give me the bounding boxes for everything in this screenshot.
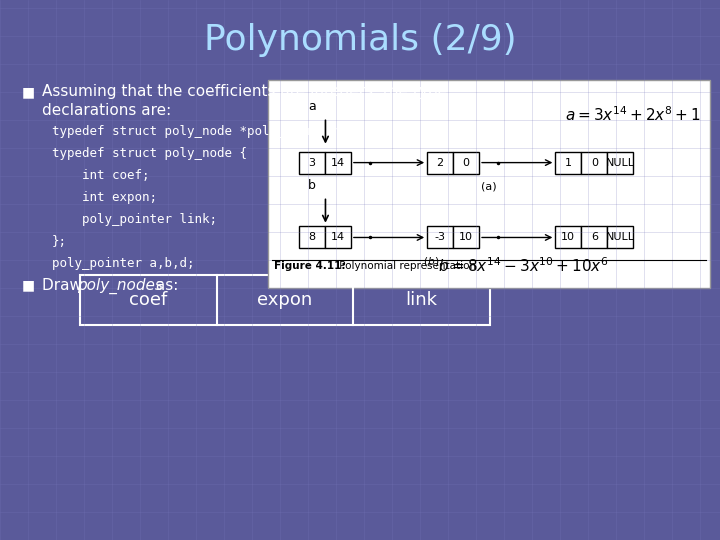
Text: NULL: NULL [606, 233, 635, 242]
Bar [607, 152, 634, 173]
Bar [453, 152, 479, 173]
Text: ■: ■ [22, 85, 35, 99]
Bar [453, 226, 479, 248]
Text: 10: 10 [459, 233, 473, 242]
Text: expon: expon [257, 291, 312, 309]
Text: 0: 0 [463, 158, 469, 167]
Text: 8: 8 [308, 233, 315, 242]
Bar [299, 226, 325, 248]
Bar [427, 152, 453, 173]
Bar [427, 226, 453, 248]
Bar [299, 152, 325, 173]
Text: 6: 6 [591, 233, 598, 242]
Text: a: a [308, 100, 316, 113]
Bar [555, 152, 581, 173]
Text: typedef struct poly_node {: typedef struct poly_node { [52, 147, 247, 160]
Text: NULL: NULL [606, 158, 635, 167]
Text: int coef;: int coef; [52, 169, 150, 182]
Text: b: b [308, 179, 316, 192]
Text: ■: ■ [22, 278, 35, 292]
Text: Polynomial representation: Polynomial representation [336, 261, 476, 271]
Text: Draw: Draw [42, 278, 87, 293]
Text: -3: -3 [435, 233, 446, 242]
Text: $a = 3x^{14} + 2x^{8} + 1$: $a = 3x^{14} + 2x^{8} + 1$ [565, 105, 701, 124]
Text: declarations are:: declarations are: [42, 103, 171, 118]
Text: as:: as: [151, 278, 179, 293]
Bar [607, 226, 634, 248]
Text: Figure 4.11:: Figure 4.11: [274, 261, 346, 271]
Bar [581, 152, 607, 173]
Text: int expon;: int expon; [52, 191, 157, 204]
Bar [581, 226, 607, 248]
Text: };: }; [52, 235, 67, 248]
Bar [325, 152, 351, 173]
Text: link: link [405, 291, 438, 309]
Text: 10: 10 [562, 233, 575, 242]
Text: Assuming that the coefficients are integers, the type: Assuming that the coefficients are integ… [42, 84, 447, 99]
Text: coef: coef [129, 291, 168, 309]
Bar [555, 226, 581, 248]
Text: 1: 1 [564, 158, 572, 167]
Text: $^{(b)}b = 8x^{14} - 3x^{10} + 10x^{6}$: $^{(b)}b = 8x^{14} - 3x^{10} + 10x^{6}$ [423, 256, 608, 275]
Text: 2: 2 [436, 158, 444, 167]
Text: poly_pointer link;: poly_pointer link; [52, 213, 217, 226]
Text: 3: 3 [308, 158, 315, 167]
Text: poly_nodes: poly_nodes [77, 278, 163, 294]
Text: 14: 14 [331, 158, 345, 167]
Text: 14: 14 [331, 233, 345, 242]
Text: (a): (a) [481, 181, 497, 192]
Text: poly_pointer a,b,d;: poly_pointer a,b,d; [52, 257, 194, 270]
Text: Polynomials (2/9): Polynomials (2/9) [204, 23, 516, 57]
Bar [80, 275, 490, 325]
Bar [268, 80, 710, 288]
Text: 0: 0 [591, 158, 598, 167]
Text: typedef struct poly_node *poly_pointer;: typedef struct poly_node *poly_pointer; [52, 125, 344, 138]
Bar [325, 226, 351, 248]
